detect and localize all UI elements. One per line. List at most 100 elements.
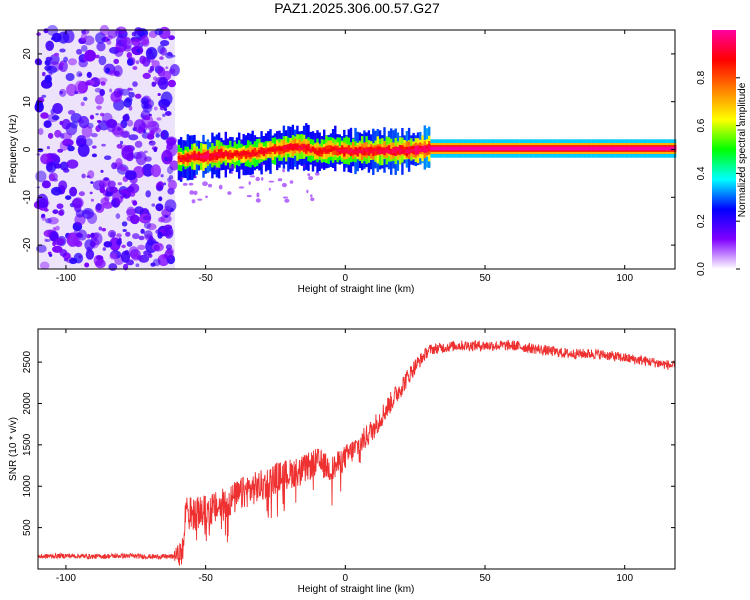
ridge-scatter: [303, 163, 306, 169]
noise-blob: [168, 35, 176, 41]
noise-blob: [115, 26, 127, 35]
noise-blob: [62, 168, 70, 173]
noise-blob: [83, 96, 88, 101]
noise-blob: [121, 244, 126, 249]
noise-blob: [149, 65, 155, 72]
ridge-scatter: [315, 172, 320, 176]
noise-blob: [58, 210, 64, 216]
ridge-cell: [316, 150, 319, 156]
noise-blob: [145, 190, 151, 198]
ridge-cell: [586, 147, 590, 150]
noise-blob: [155, 203, 164, 212]
noise-blob: [97, 77, 108, 84]
ridge-cell: [331, 146, 335, 151]
ridge-cell: [405, 149, 409, 154]
noise-blob: [118, 237, 122, 242]
ridge-cell: [551, 147, 554, 150]
noise-blob: [43, 120, 52, 128]
noise-blob: [95, 259, 106, 269]
noise-blob: [164, 249, 174, 260]
ridge-cell: [582, 147, 585, 150]
ridge-cell: [244, 152, 248, 159]
ridge-cell: [240, 152, 243, 156]
ridge-cell: [200, 155, 203, 159]
noise-blob: [75, 232, 83, 238]
noise-blob: [50, 108, 55, 115]
noise-blob: [161, 131, 166, 137]
ridge-cell: [410, 148, 413, 153]
ridge-scatter: [249, 175, 256, 178]
ridge-cell: [443, 147, 447, 150]
ridge-cell: [425, 148, 429, 152]
noise-blob: [106, 39, 112, 45]
ridge-scatter: [227, 191, 232, 195]
ridge-cell: [378, 149, 382, 155]
ridge-cell: [318, 148, 321, 153]
ridge-cell: [325, 146, 328, 154]
ridge-cell: [571, 147, 574, 150]
ridge-cell: [347, 145, 350, 155]
ridge-cell: [264, 149, 268, 154]
ridge-cell: [361, 150, 364, 154]
noise-blob: [106, 119, 118, 128]
colorbar-tick-label: 0.6: [696, 118, 707, 132]
ridge-cell: [280, 147, 283, 152]
ridge-scatter: [307, 173, 311, 177]
ridge-cell: [457, 147, 460, 150]
noise-blob: [84, 262, 90, 268]
noise-blob: [167, 79, 176, 88]
ridge-cell: [506, 147, 509, 150]
ridge-cell: [414, 146, 417, 151]
noise-blob: [143, 215, 152, 221]
noise-blob: [120, 189, 129, 195]
noise-blob: [71, 198, 83, 209]
ridge-cell: [215, 152, 219, 160]
ridge-cell: [664, 147, 668, 150]
noise-blob: [156, 184, 164, 192]
noise-blob: [142, 72, 151, 79]
noise-blob: [156, 117, 162, 121]
ridge-cell: [222, 152, 225, 157]
ridge-cell: [211, 153, 214, 158]
noise-blob: [86, 71, 92, 78]
ridge-scatter: [284, 198, 290, 203]
ridge-cell: [267, 147, 270, 152]
ridge-cell: [307, 146, 310, 149]
ridge-cell: [215, 152, 219, 156]
colorbar: 0.0 0.2 0.4 0.6 0.8 Normalized spectral ampl…: [696, 30, 748, 276]
noise-blob: [96, 42, 106, 52]
ridge-cell: [432, 147, 435, 150]
ridge-cell: [573, 147, 576, 150]
ridge-cell: [620, 147, 623, 150]
ridge-cell: [492, 147, 496, 150]
noise-blob: [80, 101, 85, 107]
noise-blob: [86, 212, 98, 224]
noise-blob: [95, 54, 100, 59]
ridge-cell: [372, 149, 375, 153]
ridge-cell: [329, 145, 333, 153]
noise-blob: [121, 36, 131, 46]
noise-blob: [116, 143, 123, 149]
noise-blob: [53, 52, 60, 57]
ridge-cell: [220, 151, 223, 156]
noise-blob: [84, 138, 93, 147]
noise-blob: [66, 232, 79, 247]
ridge-cell: [300, 147, 303, 150]
noise-blob: [45, 40, 54, 51]
ridge-cell: [224, 151, 227, 156]
noise-blob: [56, 203, 64, 209]
ridge-cell: [546, 147, 549, 150]
ridge-cell: [448, 147, 451, 150]
noise-blob: [134, 27, 143, 35]
ridge-cell: [477, 147, 480, 150]
snr-x-tick-label: 100: [616, 573, 633, 584]
noise-blob: [121, 146, 134, 160]
ridge-scatter: [282, 196, 289, 199]
noise-blob: [165, 52, 174, 59]
colorbar-ticks: 0.0 0.2 0.4 0.6 0.8: [696, 70, 740, 276]
noise-blob: [151, 60, 160, 68]
ridge-cell: [253, 147, 257, 156]
ridge-cell: [253, 152, 257, 157]
ridge-cell: [651, 147, 654, 150]
noise-blob: [163, 182, 167, 186]
